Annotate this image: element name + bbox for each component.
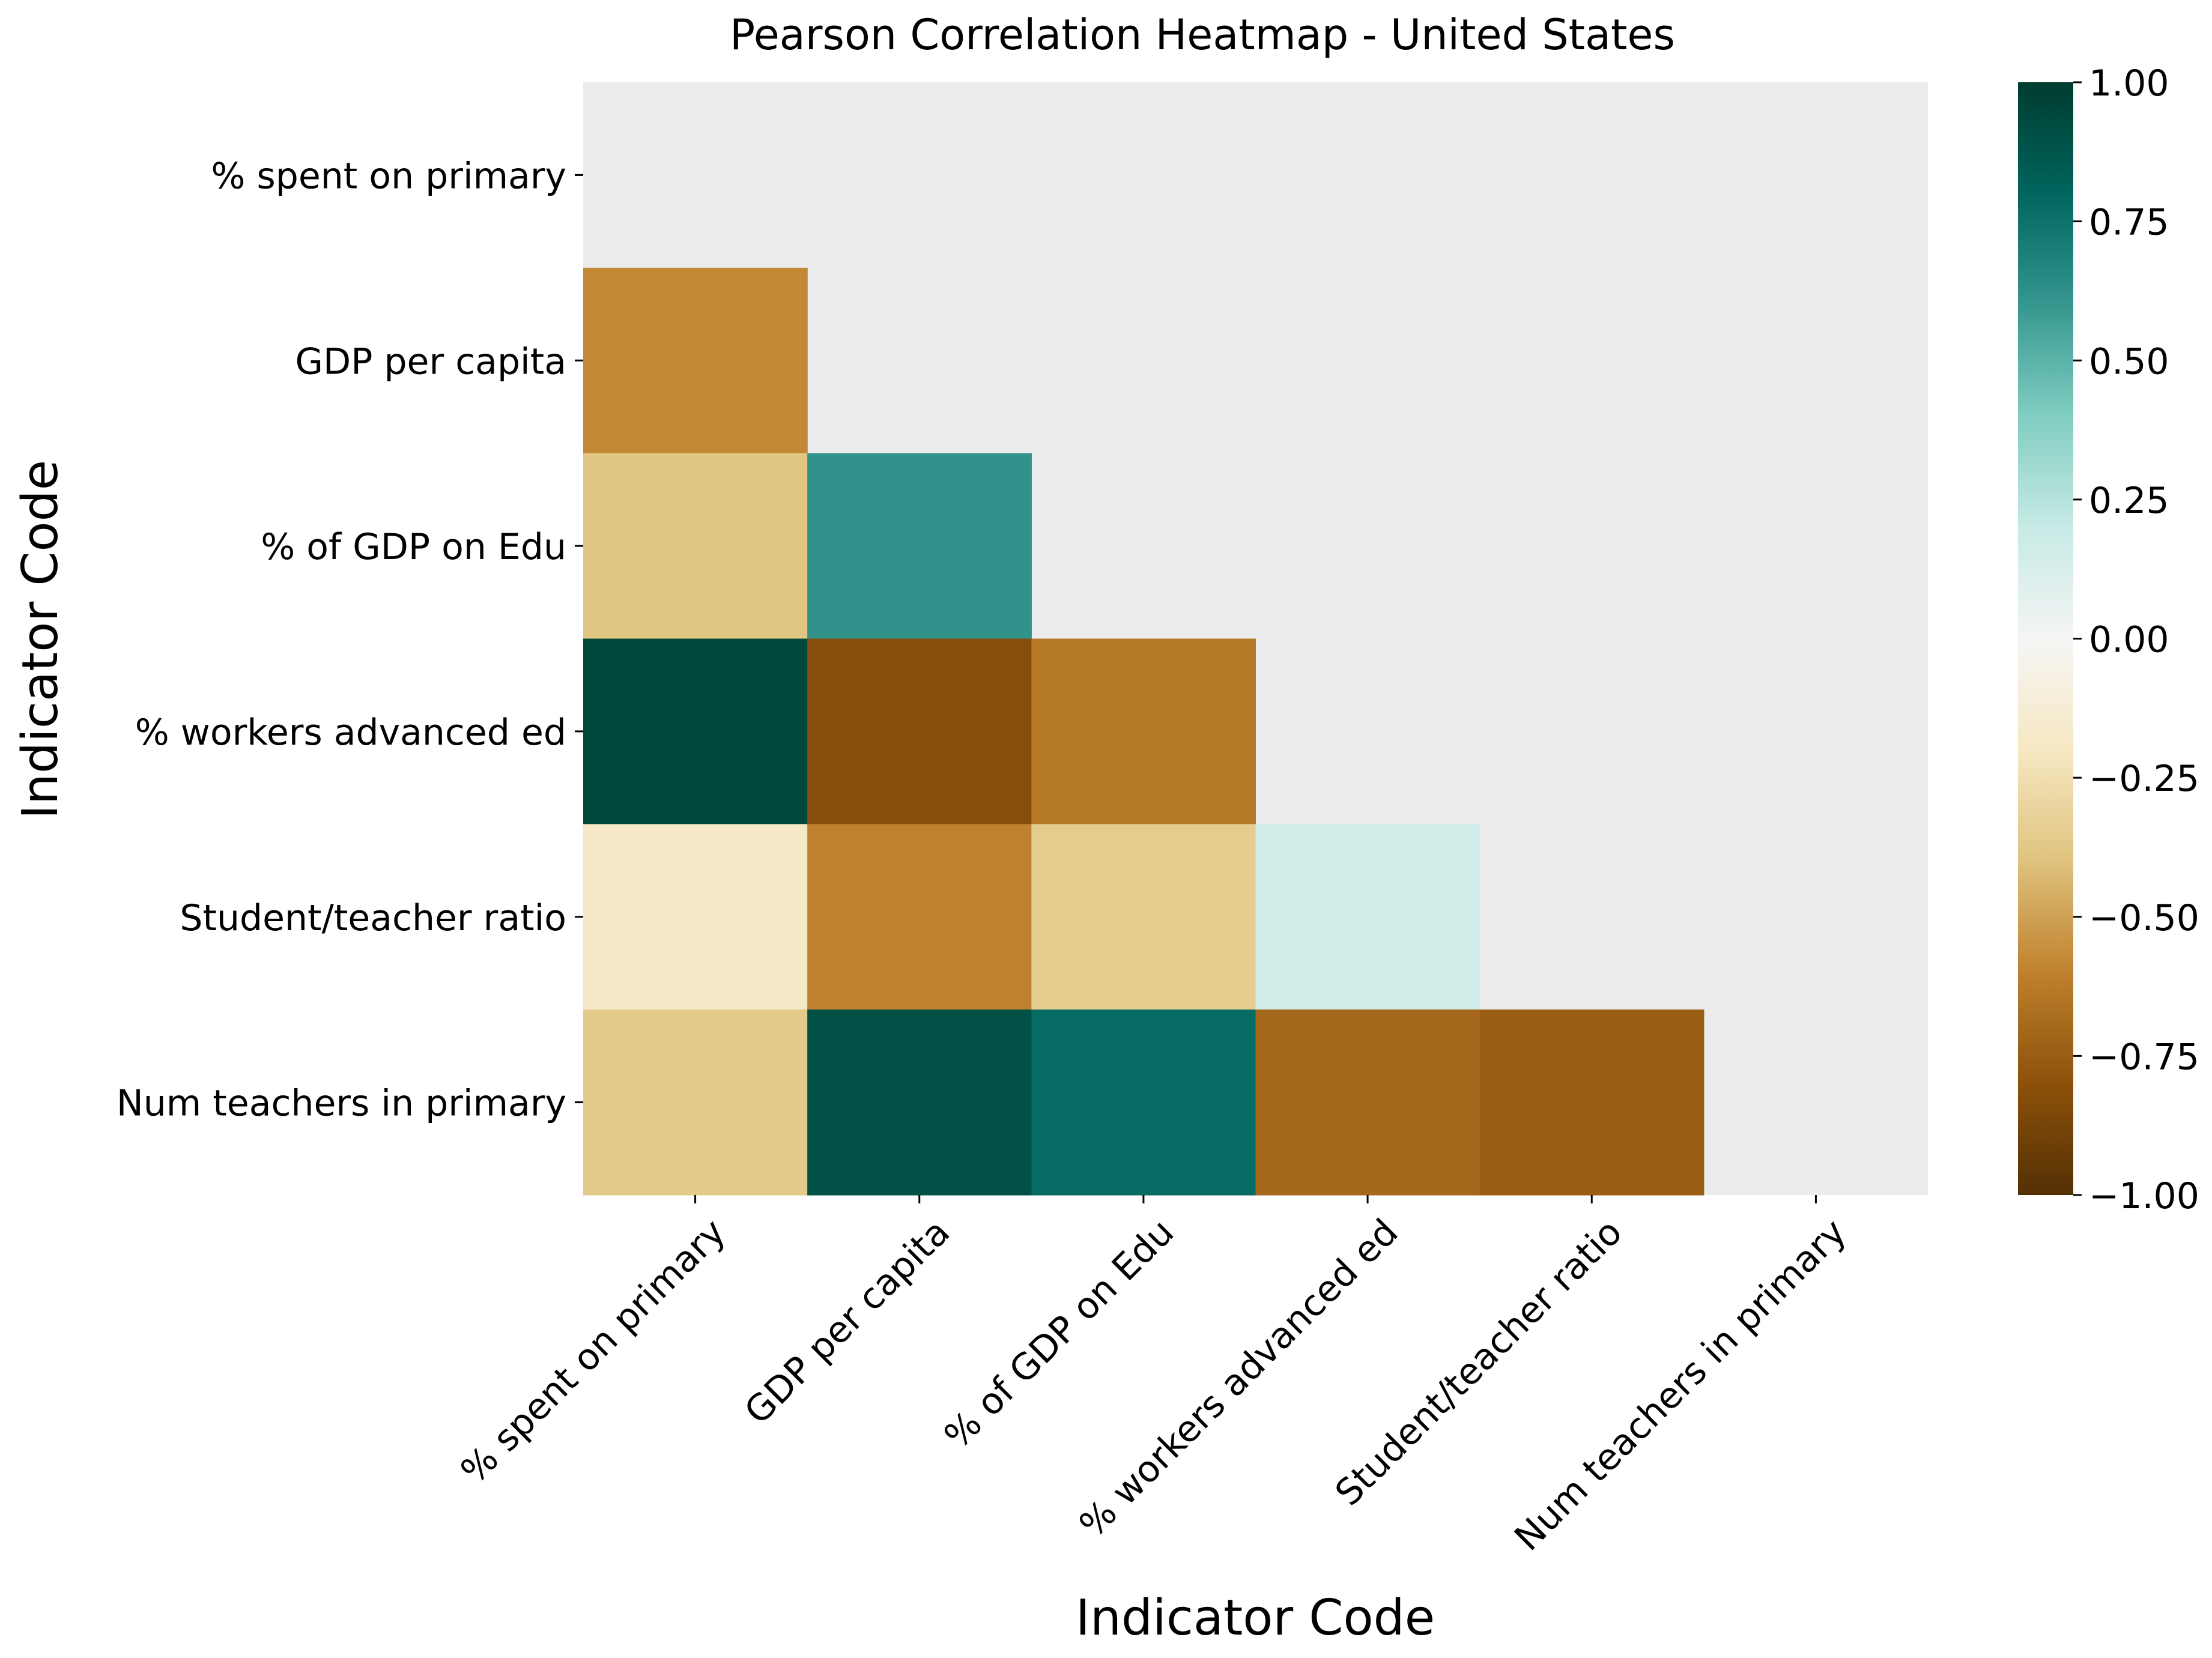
- heatmap-cell: [807, 453, 1032, 640]
- heatmap-cell: [1479, 1009, 1704, 1196]
- x-tick-label: GDP per capita: [736, 1211, 958, 1433]
- colorbar-tick-label: −0.75: [2089, 1036, 2199, 1078]
- heatmap-cell: [583, 267, 808, 454]
- y-axis-label: Indicator Code: [12, 460, 69, 819]
- y-tick-label: % of GDP on Edu: [261, 526, 566, 568]
- x-tick-label: % of GDP on Edu: [936, 1211, 1182, 1457]
- colorbar-tick-label: −0.25: [2089, 758, 2199, 800]
- heatmap-cell: [1255, 824, 1480, 1010]
- heatmap-cell: [807, 824, 1032, 1010]
- heatmap-cell: [807, 1009, 1032, 1196]
- x-tick-label: % spent on primary: [453, 1211, 734, 1492]
- colorbar-tick-label: −0.50: [2089, 897, 2199, 939]
- colorbar-tick-label: 0.50: [2089, 340, 2169, 383]
- colorbar-tick-label: 0.25: [2089, 480, 2169, 522]
- y-tick-label: % workers advanced ed: [135, 712, 566, 754]
- y-tick-label: Student/teacher ratio: [180, 897, 566, 939]
- colorbar-tick-label: 0.00: [2089, 619, 2169, 661]
- heatmap-cell: [1031, 824, 1256, 1010]
- colorbar: 1.00 0.75 0.50 0.25 0.00 −0.25 −0.50 −0.75 −1.00: [2018, 62, 2199, 1217]
- heatmap-cell: [583, 638, 808, 824]
- chart-title: Pearson Correlation Heatmap - United Sta…: [730, 10, 1675, 59]
- x-axis-label: Indicator Code: [1076, 1590, 1435, 1647]
- heatmap-cell: [1031, 638, 1256, 824]
- heatmap-cell: [583, 1009, 808, 1196]
- y-tick-label: Num teachers in primary: [117, 1083, 566, 1125]
- heatmap-cell: [1255, 1009, 1480, 1196]
- heatmap-cell: [583, 824, 808, 1010]
- y-tick-label: GDP per capita: [295, 340, 567, 383]
- y-tick-label: % spent on primary: [211, 155, 566, 197]
- heatmap-cell: [583, 453, 808, 640]
- colorbar-gradient: [2018, 82, 2073, 1195]
- colorbar-tick-label: 0.75: [2089, 202, 2169, 244]
- heatmap-cell: [1031, 1009, 1256, 1196]
- heatmap-cell: [807, 638, 1032, 824]
- colorbar-tick-label: 1.00: [2089, 62, 2169, 104]
- colorbar-tick-label: −1.00: [2089, 1175, 2199, 1217]
